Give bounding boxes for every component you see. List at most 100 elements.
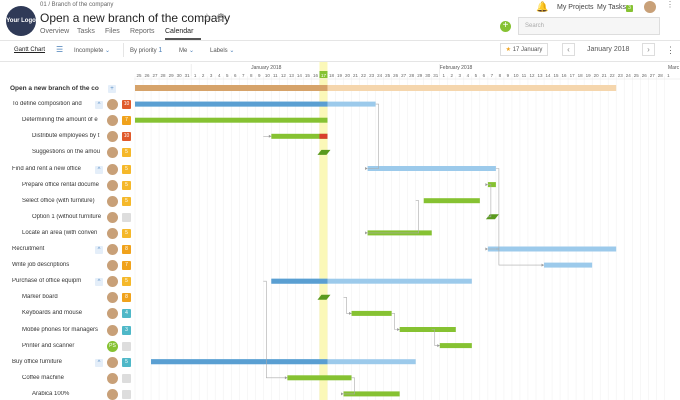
avatar[interactable] [107, 324, 118, 336]
task-row-label[interactable]: Purchase of office equipm [12, 278, 82, 285]
day-label: 23 [618, 73, 624, 78]
parent-bar [367, 166, 496, 171]
tab-overview[interactable]: Overview [40, 28, 70, 35]
dependency-link [263, 280, 288, 379]
avatar[interactable] [107, 115, 118, 127]
day-label: 7 [491, 73, 494, 78]
task-row-label[interactable]: Suggestions on the amou [32, 149, 101, 156]
dependency-arrow [365, 231, 368, 235]
breadcrumb[interactable]: 01 / Branch of the company [40, 2, 114, 8]
tab-files[interactable]: Files [105, 28, 120, 35]
day-label: 12 [529, 73, 535, 78]
menu-icon[interactable]: ⋮ [666, 0, 674, 9]
day-label: 21 [353, 73, 359, 78]
avatar[interactable] [107, 292, 118, 304]
day-label: 3 [210, 73, 213, 78]
assignee-label: Me [179, 48, 188, 54]
task-row-label[interactable]: To define composition and [12, 101, 82, 108]
assignee-filter[interactable]: Me ⌄ [179, 47, 194, 54]
day-label: 14 [297, 73, 303, 78]
day-label: 20 [594, 73, 600, 78]
status-filter[interactable]: Incomplete ⌄ [74, 47, 110, 54]
task-row-label[interactable]: Recruitment [12, 246, 45, 252]
dependency-arrow [341, 392, 344, 396]
avatar[interactable] [107, 211, 118, 223]
tab-tasks[interactable]: Tasks [77, 28, 95, 35]
day-label: 3 [459, 73, 462, 78]
task-row-label[interactable]: Mobile phones for managers [22, 326, 99, 333]
task-row-label[interactable]: Write job descriptions [12, 262, 70, 269]
avatar[interactable] [107, 244, 118, 255]
collapse-toggle-icon[interactable]: ^ [95, 101, 103, 110]
gantt-view-icon[interactable]: ☰ [56, 45, 64, 54]
collapse-toggle-icon[interactable]: ^ [95, 165, 103, 174]
day-label: 11 [273, 73, 278, 78]
next-month-button[interactable]: › [642, 43, 655, 56]
dependency-link [487, 184, 492, 218]
tab-reports[interactable]: Reports [130, 28, 155, 35]
avatar[interactable] [107, 260, 118, 272]
task-row-label[interactable]: Prepare office rental docume [22, 181, 99, 188]
avatar[interactable] [107, 195, 118, 207]
view-selector[interactable]: Gantt Chart [14, 47, 46, 53]
task-row-label[interactable]: Buy office furniture [12, 358, 62, 365]
my-projects-link[interactable]: My Projects [557, 4, 594, 11]
dependency-link [495, 248, 545, 266]
task-row-label[interactable]: Open a new branch of the co [10, 85, 99, 92]
task-row-label[interactable]: Find and rent a new office [12, 165, 81, 172]
parent-bar-progress [271, 278, 328, 284]
dependency-arrow [541, 263, 545, 267]
avatar[interactable] [107, 372, 118, 384]
add-task-button[interactable]: + [108, 85, 116, 93]
task-row-label[interactable]: Keyboards and mouse [22, 310, 83, 317]
avatar[interactable] [107, 147, 118, 159]
labels-filter[interactable]: Labels ⌄ [210, 47, 234, 54]
avatar[interactable]: PS [107, 340, 118, 352]
collapse-toggle-icon[interactable]: ^ [95, 358, 103, 367]
avatar[interactable] [107, 308, 118, 320]
user-avatar[interactable] [644, 1, 656, 13]
task-bar [423, 198, 480, 204]
avatar[interactable] [107, 99, 118, 111]
avatar[interactable] [107, 388, 118, 400]
day-label: 9 [507, 73, 510, 78]
avatar[interactable] [107, 227, 118, 239]
add-button[interactable]: + [500, 21, 511, 32]
task-bar [351, 310, 392, 316]
bell-icon[interactable]: 🔔 [536, 2, 549, 13]
avatar[interactable] [107, 356, 118, 368]
task-row-label[interactable]: Coffee machine [22, 374, 64, 381]
day-label: 29 [169, 73, 175, 78]
milestone-marker [317, 294, 331, 300]
company-logo[interactable]: Your Logo [6, 6, 36, 36]
day-label: 17 [570, 73, 576, 78]
avatar[interactable] [107, 131, 118, 143]
divider [0, 40, 680, 41]
task-row-label[interactable]: Distribute employees by t [32, 133, 100, 140]
collapse-toggle-icon[interactable]: ^ [95, 246, 103, 254]
collapse-toggle-icon[interactable]: ^ [95, 278, 103, 287]
task-row-label[interactable]: Marker board [22, 294, 58, 301]
task-row-label[interactable]: Option 1 (without furniture [32, 213, 102, 220]
task-row-label[interactable]: Arabica 100% [32, 390, 70, 397]
prev-month-button[interactable]: ‹ [562, 43, 575, 56]
dependency-link [487, 168, 500, 250]
task-bar [343, 391, 400, 397]
sort-label: By priority [130, 48, 157, 54]
search-input[interactable]: Search [518, 17, 660, 35]
more-options-icon[interactable]: ⋮ [666, 45, 675, 55]
task-row-label[interactable]: Locate an area (with conven [22, 229, 98, 236]
task-row-label[interactable]: Determining the amount of e [22, 117, 98, 124]
sort-selector[interactable]: By priority 1 [130, 47, 162, 54]
my-tasks-link[interactable]: My Tasks [597, 4, 627, 11]
milestone-marker [317, 149, 331, 155]
gear-icon[interactable]: ⚙ [216, 12, 226, 24]
today-button[interactable]: ★ 17 January [500, 43, 548, 56]
task-row-label[interactable]: Printer and scanner [22, 342, 75, 349]
star-icon[interactable]: ☆ [202, 12, 212, 24]
avatar[interactable] [107, 179, 118, 191]
avatar[interactable] [107, 163, 118, 175]
task-row-label[interactable]: Select office (with furniture) [22, 197, 95, 204]
tab-calendar[interactable]: Calendar [165, 28, 194, 35]
avatar[interactable] [107, 276, 118, 288]
